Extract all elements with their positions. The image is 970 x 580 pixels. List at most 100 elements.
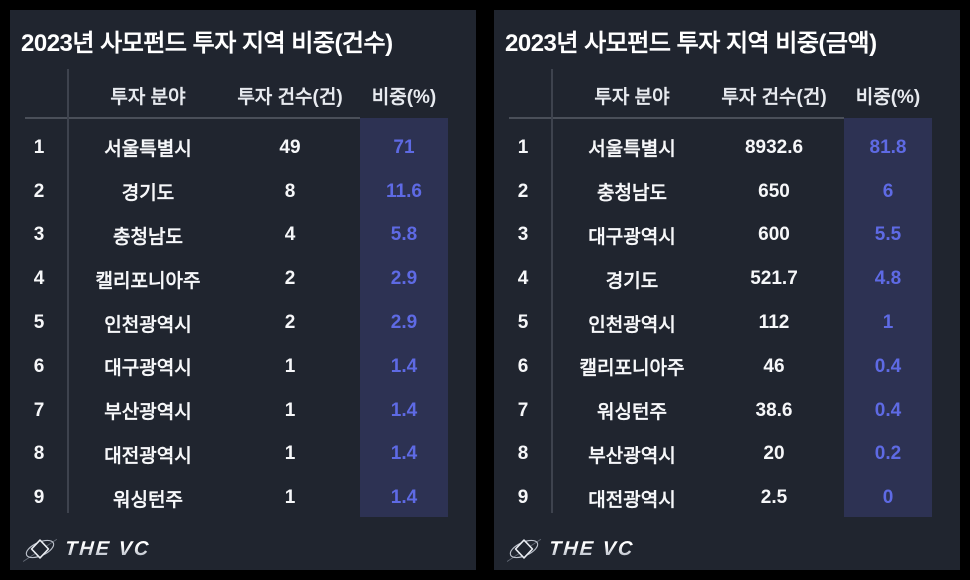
- row-rank: 5: [33, 312, 45, 334]
- row-share: 1.4: [390, 399, 418, 421]
- table-row: 8 부산광역시 20 0.2: [494, 433, 960, 477]
- row-region: 서울특별시: [104, 139, 192, 161]
- row-value: 20: [763, 443, 785, 465]
- column-header-count: 투자 건수(건): [237, 86, 343, 108]
- row-region: 대전광역시: [588, 489, 676, 511]
- row-rank: 2: [33, 180, 45, 202]
- column-header-region: 투자 분야: [110, 86, 186, 108]
- row-region: 대전광역시: [104, 445, 192, 467]
- row-rank: 1: [517, 136, 529, 158]
- table-row: 7 워싱턴주 38.6 0.4: [494, 389, 960, 433]
- panel-title: 2023년 사모펀드 투자 지역 비중(건수): [21, 30, 393, 57]
- table-row: 3 대구광역시 600 5.5: [494, 214, 960, 258]
- table-row: 7 부산광역시 1 1.4: [10, 389, 476, 433]
- header-divider: [509, 117, 844, 119]
- row-share: 2.9: [390, 312, 418, 334]
- table-row: 2 경기도 8 11.6: [10, 170, 476, 214]
- table-body: 1 서울특별시 49 71 2 경기도 8 11.6 3 충청남도 4 5.8 …: [10, 126, 476, 520]
- row-value: 8932.6: [744, 136, 804, 158]
- row-region: 경기도: [605, 270, 659, 292]
- logo-text: THE VC: [548, 537, 636, 560]
- row-rank: 8: [33, 443, 45, 465]
- row-share: 71: [393, 136, 415, 158]
- row-region: 캘리포니아주: [95, 270, 201, 292]
- row-rank: 3: [517, 224, 529, 246]
- table-row: 8 대전광역시 1 1.4: [10, 433, 476, 477]
- row-share: 11.6: [386, 180, 422, 202]
- row-rank: 6: [33, 355, 45, 377]
- row-region: 충청남도: [597, 183, 667, 205]
- row-share: 2.9: [390, 268, 418, 290]
- table-row: 4 캘리포니아주 2 2.9: [10, 257, 476, 301]
- table-row: 1 서울특별시 8932.6 81.8: [494, 126, 960, 170]
- row-region: 캘리포니아주: [579, 358, 685, 380]
- row-rank: 4: [517, 268, 529, 290]
- row-share: 1.4: [390, 487, 418, 509]
- row-value: 112: [758, 312, 790, 334]
- row-value: 4: [284, 224, 296, 246]
- row-share: 0.4: [874, 399, 902, 421]
- row-rank: 2: [517, 180, 529, 202]
- table-row: 6 대구광역시 1 1.4: [10, 345, 476, 389]
- row-rank: 4: [33, 268, 45, 290]
- row-region: 충청남도: [113, 226, 183, 248]
- table-row: 5 인천광역시 2 2.9: [10, 301, 476, 345]
- column-header-region: 투자 분야: [594, 86, 670, 108]
- column-header-share: 비중(%): [371, 86, 437, 108]
- row-value: 2: [284, 312, 296, 334]
- row-rank: 7: [33, 399, 45, 421]
- share-column-highlight: [360, 118, 448, 517]
- row-region: 대구광역시: [588, 226, 676, 248]
- table-row: 5 인천광역시 112 1: [494, 301, 960, 345]
- orbit-planet-icon: [506, 538, 542, 562]
- row-value: 46: [763, 355, 785, 377]
- row-share: 1.4: [390, 355, 418, 377]
- table-row: 4 경기도 521.7 4.8: [494, 257, 960, 301]
- table-row: 3 충청남도 4 5.8: [10, 214, 476, 258]
- panel-title: 2023년 사모펀드 투자 지역 비중(금액): [505, 30, 877, 57]
- row-region: 서울특별시: [588, 139, 676, 161]
- row-rank: 9: [517, 487, 529, 509]
- row-share: 5.5: [874, 224, 902, 246]
- table-row: 2 충청남도 650 6: [494, 170, 960, 214]
- row-value: 521.7: [750, 268, 798, 290]
- panel-by-count: 2023년 사모펀드 투자 지역 비중(건수) 투자 분야 투자 건수(건) 비…: [10, 10, 476, 570]
- row-value: 49: [279, 136, 301, 158]
- row-share: 81.8: [869, 136, 907, 158]
- row-rank: 5: [517, 312, 529, 334]
- row-share: 6: [882, 180, 894, 202]
- table-row: 6 캘리포니아주 46 0.4: [494, 345, 960, 389]
- row-value: 38.6: [755, 399, 793, 421]
- row-region: 워싱턴주: [113, 489, 183, 511]
- table-row: 9 대전광역시 2.5 0: [494, 476, 960, 520]
- row-region: 부산광역시: [588, 445, 676, 467]
- row-share: 1: [882, 312, 894, 334]
- thevc-logo: THE VC: [506, 531, 636, 567]
- row-share: 5.8: [390, 224, 418, 246]
- row-value: 1: [284, 399, 296, 421]
- row-region: 워싱턴주: [597, 402, 667, 424]
- table-body: 1 서울특별시 8932.6 81.8 2 충청남도 650 6 3 대구광역시…: [494, 126, 960, 520]
- row-share: 4.8: [874, 268, 902, 290]
- table-row: 9 워싱턴주 1 1.4: [10, 476, 476, 520]
- row-value: 1: [284, 443, 296, 465]
- rank-column-divider: [551, 69, 553, 513]
- share-column-highlight: [844, 118, 932, 517]
- row-value: 8: [284, 180, 296, 202]
- table-row: 1 서울특별시 49 71: [10, 126, 476, 170]
- row-value: 600: [758, 224, 790, 246]
- logo-text: THE VC: [64, 537, 152, 560]
- row-region: 부산광역시: [104, 402, 192, 424]
- row-share: 0: [882, 487, 894, 509]
- row-rank: 7: [517, 399, 529, 421]
- row-value: 2: [284, 268, 296, 290]
- row-share: 0.4: [874, 355, 902, 377]
- row-value: 650: [758, 180, 790, 202]
- row-region: 인천광역시: [588, 314, 676, 336]
- row-value: 1: [284, 355, 296, 377]
- column-header-share: 비중(%): [855, 86, 921, 108]
- row-rank: 9: [33, 487, 45, 509]
- row-share: 0.2: [874, 443, 902, 465]
- header-divider: [25, 117, 360, 119]
